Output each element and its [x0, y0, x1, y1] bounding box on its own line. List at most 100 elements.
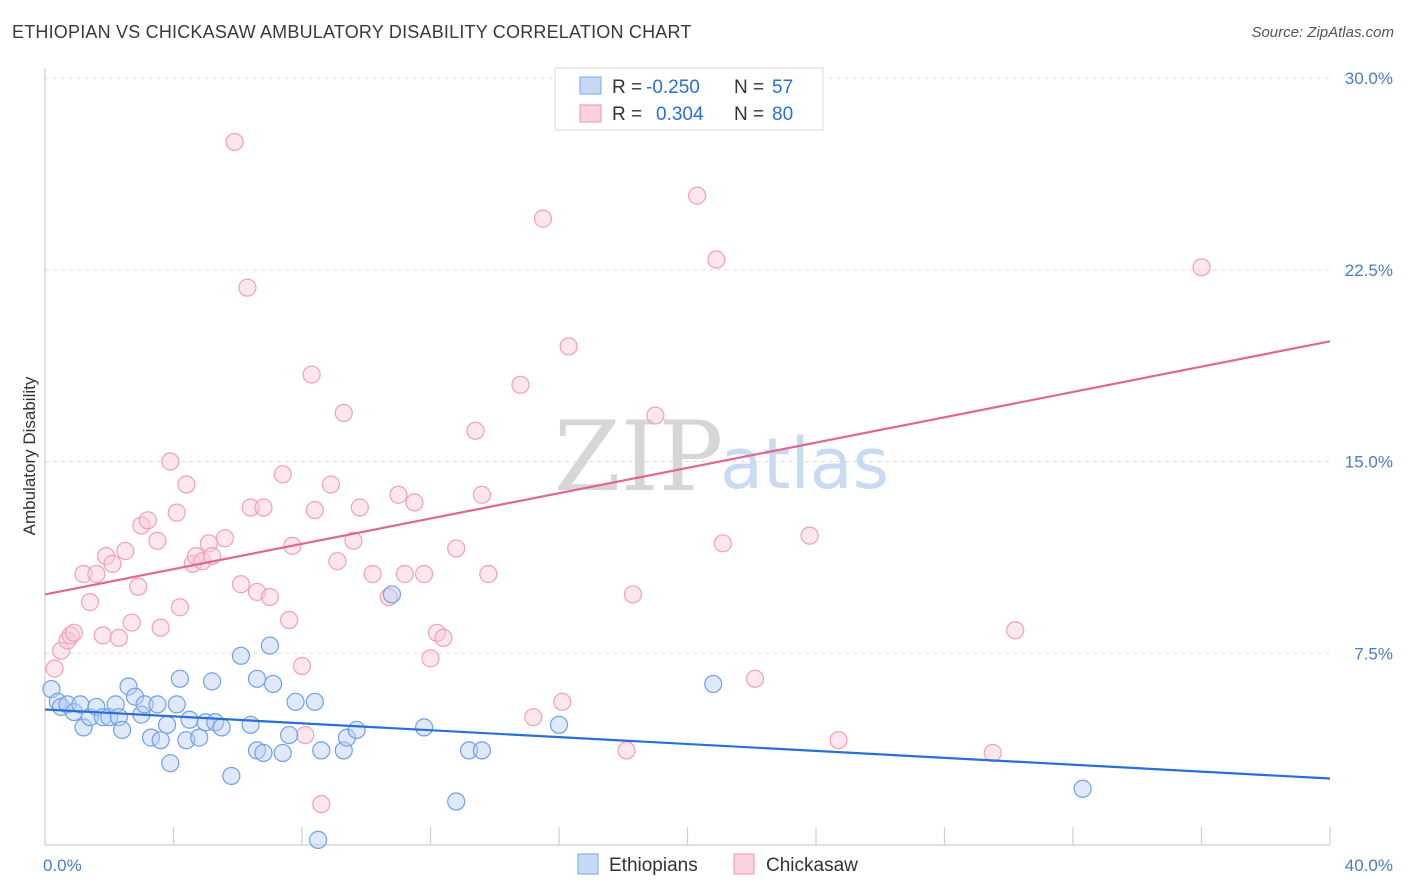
chickasaw-point-7: [87, 564, 106, 584]
bottom-legend-swatch-ethiopians: [577, 853, 599, 875]
ethiopian-point-40: [280, 725, 299, 745]
ethiopian-point-42: [305, 692, 324, 711]
chickasaw-point-34: [254, 498, 273, 517]
chickasaw-point-43: [312, 794, 331, 814]
chickasaw-point-14: [129, 577, 148, 596]
chickasaw-point-77: [983, 743, 1002, 763]
chickasaw-point-79: [1192, 258, 1211, 277]
stats-legend: R = -0.250 N = 57 R = 0.304 N = 80: [554, 67, 824, 131]
chickasaw-point-50: [379, 587, 398, 607]
y-tick-label-0: 7.5%: [1354, 644, 1393, 663]
bottom-legend-ethiopians: Ethiopians: [609, 855, 698, 876]
chickasaw-point-46: [334, 403, 353, 423]
chickasaw-point-48: [350, 498, 369, 517]
chickasaw-point-45: [328, 552, 347, 571]
chickasaw-point-54: [414, 564, 434, 584]
ethiopian-point-15: [125, 687, 145, 706]
ethiopian-point-48: [382, 585, 402, 604]
chickasaw-trend-line: [44, 340, 1331, 596]
chickasaw-point-31: [238, 278, 257, 297]
x-ticks: [172, 827, 1331, 845]
chickasaw-point-57: [434, 628, 453, 648]
chickasaw-points: [45, 71, 1211, 814]
y-tick-label-3: 30.0%: [1345, 69, 1393, 88]
ethiopian-point-50: [447, 792, 466, 811]
chickasaw-point-52: [395, 564, 414, 584]
chickasaw-point-55: [421, 649, 440, 668]
ethiopian-point-13: [112, 720, 132, 740]
ethiopian-point-39: [273, 743, 292, 763]
chickasaw-point-60: [472, 485, 491, 504]
chickasaw-point-1: [51, 641, 71, 660]
ethiopian-point-19: [148, 695, 167, 714]
ethiopian-point-23: [167, 695, 186, 714]
chickasaw-point-44: [321, 475, 341, 494]
ethiopian-point-46: [337, 728, 357, 747]
ethiopian-point-49: [414, 718, 434, 737]
ethiopian-point-21: [157, 715, 177, 734]
series-legend: Ethiopians Chickasaw: [577, 853, 858, 876]
chickasaw-point-62: [511, 375, 530, 394]
chickasaw-point-10: [103, 554, 122, 573]
watermark-zip: ZIP: [554, 401, 723, 513]
chickasaw-point-68: [617, 741, 636, 760]
chickasaw-point-40: [296, 725, 315, 745]
chickasaw-point-51: [389, 485, 408, 504]
chickasaw-point-49: [363, 564, 382, 584]
y-tick-label-2: 22.5%: [1345, 261, 1393, 280]
ethiopian-point-32: [222, 766, 241, 786]
legend-n-value-1: 57: [772, 77, 793, 98]
ethiopian-point-36: [254, 743, 273, 763]
chickasaw-point-69: [623, 585, 642, 604]
chickasaw-point-39: [292, 656, 312, 676]
chickasaw-point-17: [148, 531, 167, 550]
ethiopian-point-53: [549, 715, 569, 734]
ethiopian-point-14: [119, 677, 138, 696]
chickasaw-point-65: [553, 692, 572, 711]
chickasaw-point-35: [260, 587, 279, 607]
chickasaw-point-11: [109, 628, 128, 648]
ethiopian-point-38: [263, 674, 283, 694]
chickasaw-point-61: [479, 564, 498, 584]
ethiopian-point-37: [260, 636, 279, 655]
chickasaw-point-74: [745, 669, 765, 688]
chickasaw-point-19: [161, 452, 180, 471]
chickasaw-point-41: [302, 365, 321, 384]
chickasaw-point-47: [344, 531, 363, 550]
x-tick-labels: 0.0% 40.0%: [43, 856, 1393, 875]
y-axis-label: Ambulatory Disability: [20, 376, 39, 535]
ethiopian-point-17: [135, 695, 154, 714]
chickasaw-point-75: [800, 526, 819, 545]
legend-swatch-ethiopians: [579, 76, 602, 95]
y-tick-label-1: 15.0%: [1345, 453, 1393, 472]
chickasaw-point-8: [93, 626, 112, 645]
chickasaw-point-71: [688, 186, 707, 205]
chickasaw-point-53: [405, 493, 424, 512]
chickasaw-point-32: [241, 498, 260, 517]
ethiopian-point-56: [247, 669, 267, 688]
chickasaw-point-76: [829, 731, 848, 750]
chickasaw-point-5: [74, 564, 93, 584]
ethiopian-point-24: [170, 669, 190, 688]
ethiopian-point-20: [151, 731, 170, 750]
legend-n-value-2: 80: [772, 104, 793, 125]
grid: [45, 77, 1330, 654]
legend-n-label-2: N =: [734, 104, 764, 125]
chickasaw-point-73: [713, 534, 732, 553]
chickasaw-point-0: [45, 659, 64, 678]
chickasaw-point-12: [116, 541, 135, 561]
chickasaw-point-20: [167, 503, 186, 522]
ethiopian-point-47: [347, 720, 366, 740]
ethiopian-point-33: [231, 646, 251, 665]
chickasaw-point-70: [646, 406, 665, 425]
chickasaw-point-59: [466, 421, 485, 440]
ethiopian-point-26: [180, 710, 199, 729]
legend-r-label-2: R =: [612, 104, 642, 125]
chickasaw-point-63: [524, 708, 543, 727]
chickasaw-point-3: [61, 626, 80, 645]
ethiopian-trend-line: [44, 708, 1331, 780]
ethiopian-point-34: [241, 715, 260, 734]
legend-r-label-1: R =: [612, 77, 642, 98]
chickasaw-point-58: [447, 539, 466, 558]
